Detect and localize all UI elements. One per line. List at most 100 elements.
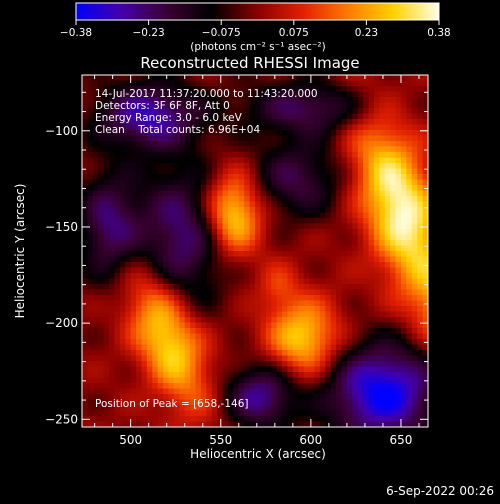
heatmap-cell <box>292 146 299 153</box>
heatmap-cell <box>282 383 289 390</box>
heatmap-cell <box>168 372 175 379</box>
heatmap-cell <box>146 267 153 274</box>
heatmap-cell <box>217 421 224 427</box>
heatmap-cell <box>336 124 343 131</box>
heatmap-cell <box>282 146 289 153</box>
heatmap-cell <box>109 267 116 274</box>
heatmap-cell <box>417 124 424 131</box>
heatmap-cell <box>168 185 175 192</box>
heatmap-cell <box>179 317 186 324</box>
heatmap-cell <box>179 223 186 230</box>
heatmap-cell <box>206 262 213 269</box>
heatmap-cell <box>146 190 153 197</box>
heatmap-cell <box>287 102 294 109</box>
heatmap-cell <box>217 102 224 109</box>
heatmap-cell <box>227 333 234 340</box>
heatmap-cell <box>255 108 262 115</box>
heatmap-cell <box>136 300 143 307</box>
heatmap-cell <box>341 355 348 362</box>
heatmap-cell <box>200 366 207 373</box>
heatmap-cell <box>330 317 337 324</box>
heatmap-cell <box>417 146 424 153</box>
heatmap-cell <box>87 399 94 406</box>
heatmap-cell <box>179 333 186 340</box>
heatmap-cell <box>411 102 418 109</box>
heatmap-cell <box>303 124 310 131</box>
heatmap-cell <box>249 361 256 368</box>
heatmap-cell <box>346 421 353 427</box>
heatmap-cell <box>319 295 326 302</box>
heatmap-cell <box>384 97 391 104</box>
heatmap-cell <box>314 333 321 340</box>
heatmap-cell <box>217 284 224 291</box>
heatmap-cell <box>184 174 191 181</box>
heatmap-cell <box>276 410 283 417</box>
heatmap-cell <box>417 383 424 390</box>
heatmap-cell <box>276 372 283 379</box>
heatmap-cell <box>109 152 116 159</box>
heatmap-cell <box>417 91 424 98</box>
heatmap-cell <box>282 416 289 423</box>
heatmap-cell <box>346 328 353 335</box>
heatmap-cell <box>163 75 170 82</box>
heatmap-cell <box>287 394 294 401</box>
heatmap-cell <box>336 130 343 137</box>
heatmap-cell <box>217 322 224 329</box>
heatmap-cell <box>87 377 94 384</box>
heatmap-cell <box>395 410 402 417</box>
heatmap-cell <box>157 223 164 230</box>
heatmap-cell <box>92 108 99 115</box>
heatmap-cell <box>384 333 391 340</box>
heatmap-cell <box>109 278 116 285</box>
heatmap-cell <box>233 262 240 269</box>
heatmap-cell <box>244 97 251 104</box>
heatmap-cell <box>238 190 245 197</box>
heatmap-cell <box>390 355 397 362</box>
heatmap-cell <box>249 245 256 252</box>
heatmap-cell <box>336 163 343 170</box>
heatmap-cell <box>319 223 326 230</box>
heatmap-cell <box>292 377 299 384</box>
heatmap-cell <box>422 124 428 131</box>
heatmap-cell <box>417 328 424 335</box>
heatmap-cell <box>109 108 116 115</box>
heatmap-cell <box>282 394 289 401</box>
heatmap-cell <box>119 344 126 351</box>
heatmap-cell <box>298 421 305 427</box>
heatmap-cell <box>190 311 197 318</box>
heatmap-cell <box>271 130 278 137</box>
heatmap-cell <box>319 278 326 285</box>
heatmap-cell <box>157 201 164 208</box>
heatmap-cell <box>373 284 380 291</box>
heatmap-cell <box>298 212 305 219</box>
heatmap-cell <box>287 262 294 269</box>
heatmap-cell <box>114 157 121 164</box>
heatmap-cell <box>282 377 289 384</box>
heatmap-cell <box>217 394 224 401</box>
heatmap-cell <box>114 152 121 159</box>
heatmap-cell <box>136 119 143 126</box>
heatmap-cell <box>287 355 294 362</box>
heatmap-cell <box>217 234 224 241</box>
heatmap-cell <box>276 223 283 230</box>
heatmap-cell <box>314 146 321 153</box>
heatmap-cell <box>330 306 337 313</box>
heatmap-cell <box>114 278 121 285</box>
heatmap-cell <box>109 366 116 373</box>
heatmap-cell <box>287 146 294 153</box>
heatmap-cell <box>325 366 332 373</box>
heatmap-cell <box>173 201 180 208</box>
heatmap-cell <box>346 383 353 390</box>
heatmap-cell <box>265 86 272 93</box>
heatmap-cell <box>314 234 321 241</box>
heatmap-cell <box>184 108 191 115</box>
heatmap-cell <box>130 355 137 362</box>
heatmap-cell <box>390 339 397 346</box>
heatmap-cell <box>406 185 413 192</box>
heatmap-cell <box>130 157 137 164</box>
heatmap-cell <box>384 416 391 423</box>
heatmap-cell <box>206 284 213 291</box>
heatmap-cell <box>238 311 245 318</box>
heatmap-cell <box>82 333 89 340</box>
heatmap-cell <box>319 113 326 120</box>
